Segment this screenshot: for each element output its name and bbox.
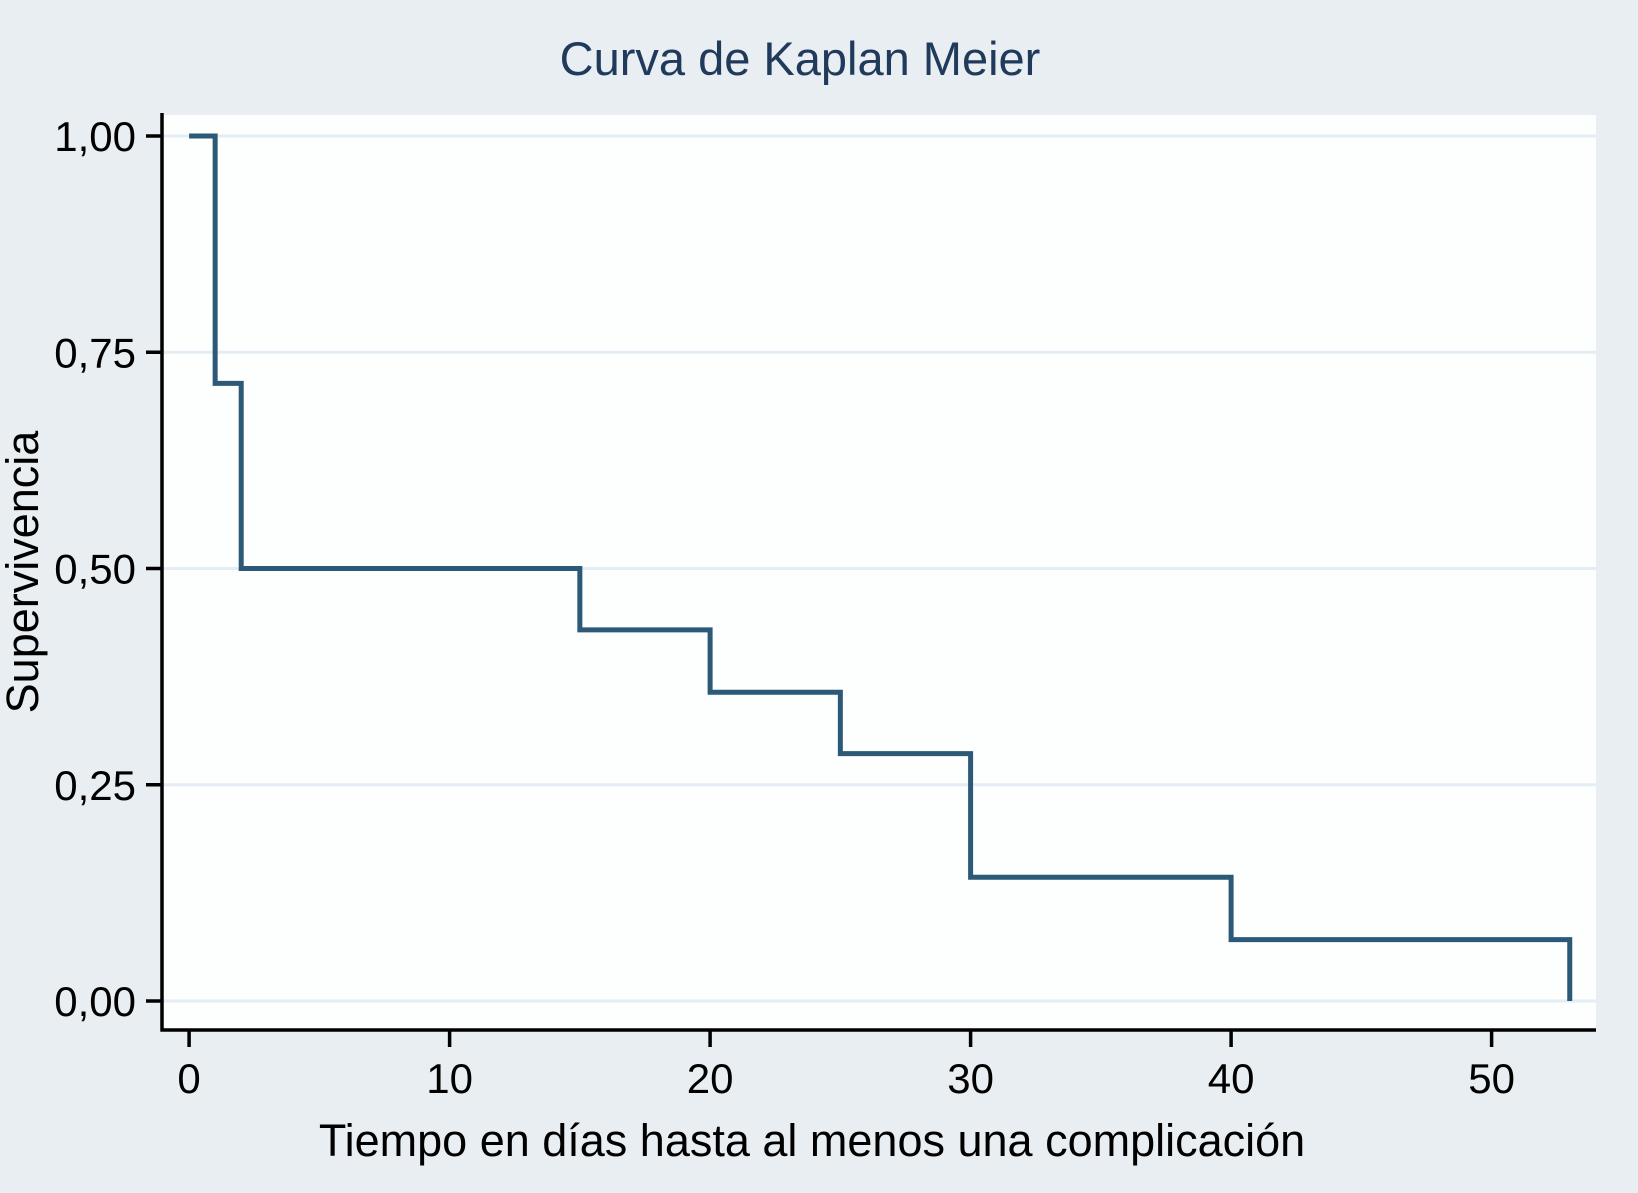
- x-tick-label: 0: [177, 1055, 200, 1102]
- x-axis-label: Tiempo en días hasta al menos una compli…: [319, 1115, 1305, 1166]
- x-tick-label: 10: [426, 1055, 473, 1102]
- x-tick-label: 30: [947, 1055, 994, 1102]
- x-tick-label: 40: [1208, 1055, 1255, 1102]
- x-tick-label: 50: [1468, 1055, 1515, 1102]
- x-tick-label: 20: [687, 1055, 734, 1102]
- plot-area: [162, 115, 1596, 1030]
- y-axis-label: Supervivencia: [0, 430, 48, 714]
- y-tick-label: 0,00: [54, 978, 136, 1025]
- chart-title: Curva de Kaplan Meier: [560, 32, 1041, 85]
- axis-ticks: 1,00 0,75 0,50 0,25 0,00 0 10 20 30 40 50: [54, 113, 1515, 1102]
- y-tick-label: 0,75: [54, 329, 136, 376]
- km-survival-curve: [189, 133, 1573, 1001]
- y-tick-label: 0,50: [54, 546, 136, 593]
- y-tick-label: 0,25: [54, 762, 136, 809]
- y-tick-label: 1,00: [54, 113, 136, 160]
